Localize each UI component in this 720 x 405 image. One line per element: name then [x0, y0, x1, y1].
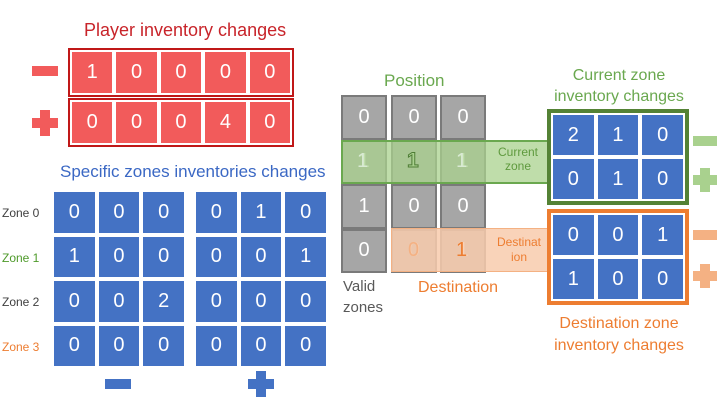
grid-cell: 2	[141, 279, 186, 324]
player-plus-cell: 0	[114, 100, 159, 145]
destination-overlay-a: 0	[408, 239, 420, 261]
zone-label-0: Zone 0	[2, 206, 40, 220]
grid-cell: 0	[595, 257, 641, 301]
grid-cell: 0	[194, 323, 239, 368]
player-plus-cell: 4	[203, 100, 248, 145]
grid-cell: 0	[141, 234, 186, 279]
current-zone-plus-icon	[693, 168, 717, 192]
specific-plus-grid: 0 1 0 0 0 1 0 0 0 0 0 0	[194, 190, 328, 368]
grid-cell: 0	[595, 213, 641, 257]
grid-cell: 1	[640, 213, 685, 257]
player-minus-cell: 0	[158, 50, 204, 95]
grid-cell: 0	[551, 213, 596, 257]
grid-cell: 0	[283, 190, 328, 235]
grid-cell: 0	[640, 113, 685, 157]
player-plus-cell: 0	[247, 100, 292, 145]
grid-cell: 0	[96, 279, 142, 324]
valid-zone-cell: 0	[341, 228, 387, 273]
destination-zone-minus-icon	[693, 230, 717, 240]
grid-cell: 0	[141, 323, 186, 368]
player-inventory-title: Player inventory changes	[84, 20, 287, 40]
current-zone-overlay-a: 1	[407, 149, 420, 173]
zone-label-2: Zone 2	[2, 295, 40, 309]
player-minus-cell: 0	[114, 50, 159, 95]
player-minus-row: 1 0 0 0 0	[68, 48, 294, 97]
grid-cell: 0	[551, 157, 596, 201]
grid-cell: 0	[194, 279, 239, 324]
current-zone-grid: 2 1 0 0 1 0	[547, 109, 689, 205]
grid-cell: 0	[238, 323, 284, 368]
position-title: Position	[384, 71, 445, 90]
grid-cell: 0	[283, 323, 328, 368]
destination-tag: Destinat ion	[496, 235, 542, 264]
zone-label-3: Zone 3	[2, 340, 40, 354]
valid-zones-label: Valid zones	[343, 278, 384, 316]
destination-zone-title: Destination zone inventory changes	[554, 315, 684, 354]
position-cell: 0	[391, 184, 437, 229]
grid-cell: 0	[283, 279, 328, 324]
player-minus-cell: 0	[203, 50, 248, 95]
grid-cell: 0	[238, 234, 284, 279]
grid-cell: 0	[52, 279, 97, 324]
grid-cell: 0	[141, 190, 186, 235]
specific-plus-icon	[248, 371, 274, 397]
valid-zones-column: 0 1 1 0	[341, 95, 387, 273]
current-zone-title: Current zone inventory changes	[554, 67, 684, 105]
zone-label-1: Zone 1	[2, 251, 40, 265]
player-minus-cell: 1	[70, 50, 115, 95]
player-minus-icon	[32, 66, 58, 76]
grid-cell: 1	[52, 234, 97, 279]
player-plus-cell: 0	[70, 100, 115, 145]
player-plus-row: 0 0 0 4 0	[68, 98, 294, 147]
grid-cell: 0	[194, 234, 239, 279]
valid-zone-cell: 1	[341, 184, 387, 229]
destination-band	[391, 228, 549, 272]
grid-cell: 1	[551, 257, 596, 301]
specific-minus-icon	[105, 379, 131, 389]
destination-zone-plus-icon	[693, 264, 717, 288]
destination-zone-grid: 0 0 1 1 0 0	[547, 209, 689, 305]
grid-cell: 0	[640, 157, 685, 201]
grid-cell: 0	[96, 190, 142, 235]
current-zone-minus-icon	[693, 136, 717, 146]
player-plus-cell: 0	[158, 100, 204, 145]
grid-cell: 1	[238, 190, 284, 235]
position-cell: 0	[391, 95, 437, 140]
position-cell: 0	[440, 95, 486, 140]
specific-minus-grid: 0 0 0 1 0 0 0 0 2 0 0 0	[52, 190, 186, 368]
grid-cell: 0	[96, 323, 142, 368]
destination-label: Destination	[418, 279, 499, 296]
grid-cell: 0	[96, 234, 142, 279]
current-zone-overlay-b: 1	[456, 150, 468, 172]
valid-zone-cell: 0	[341, 95, 387, 140]
current-zone-overlay-1: 1	[357, 150, 369, 172]
grid-cell: 2	[551, 113, 596, 157]
current-zone-tag: Current zone	[497, 145, 538, 173]
player-minus-cell: 0	[247, 50, 292, 95]
grid-cell: 0	[238, 279, 284, 324]
specific-zones-title: Specific zones inventories changes	[60, 162, 326, 181]
grid-cell: 0	[194, 190, 239, 235]
position-cell: 0	[440, 184, 486, 229]
player-plus-icon	[32, 110, 58, 136]
grid-cell: 1	[283, 234, 328, 279]
grid-cell: 0	[52, 323, 97, 368]
grid-cell: 1	[595, 157, 641, 201]
grid-cell: 1	[595, 113, 641, 157]
grid-cell: 0	[640, 257, 685, 301]
grid-cell: 0	[52, 190, 97, 235]
current-zone-band	[341, 140, 549, 184]
destination-overlay-b: 1	[456, 239, 468, 261]
